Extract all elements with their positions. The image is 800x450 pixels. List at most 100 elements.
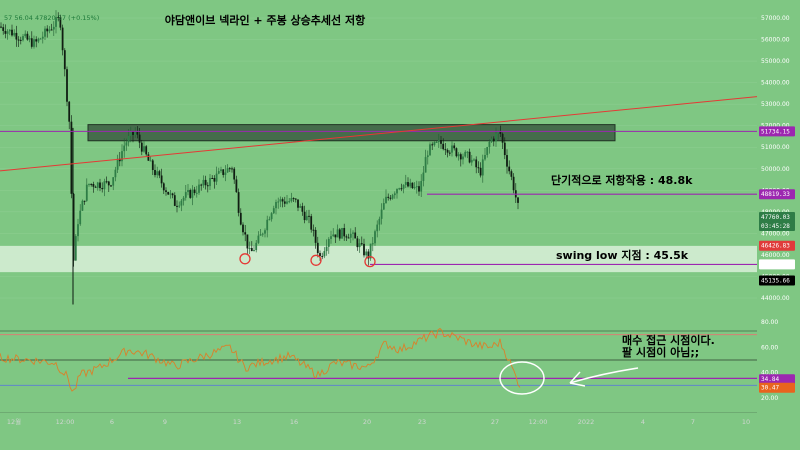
candle-body: [473, 160, 475, 161]
candle-body: [291, 198, 293, 201]
candle-body: [401, 188, 403, 189]
price-label-48819: 48819.33: [761, 191, 790, 198]
time-tick-label: 23: [418, 418, 426, 426]
candle-body: [194, 190, 196, 193]
candle-body: [220, 169, 222, 171]
candle-body: [181, 201, 183, 206]
candle-body: [117, 159, 119, 170]
candle-body: [445, 149, 447, 150]
candle-body: [93, 184, 95, 187]
candle-body: [475, 160, 477, 168]
candle-body: [350, 234, 352, 238]
candle-body: [449, 153, 451, 154]
candle-body: [414, 187, 416, 188]
time-tick-label: 12:00: [529, 418, 548, 426]
candle-body: [104, 181, 106, 189]
candle-body: [304, 212, 306, 220]
candle-body: [29, 38, 31, 39]
candle-body: [326, 247, 328, 251]
candle-body: [137, 132, 139, 135]
candle-body: [513, 177, 515, 190]
candle-body: [423, 173, 425, 181]
candle-body: [249, 248, 251, 249]
candle-body: [383, 203, 385, 210]
candle-body: [218, 171, 220, 174]
candle-body: [62, 28, 64, 51]
time-tick-label: 9: [163, 418, 167, 426]
candle-body: [209, 178, 211, 186]
candle-body: [482, 159, 484, 175]
candle-body: [493, 139, 495, 142]
candle-body: [101, 188, 103, 189]
price-label-46426: 46426.83: [761, 243, 790, 250]
candle-body: [478, 167, 480, 168]
candle-body: [75, 236, 77, 261]
candle-body: [321, 256, 323, 257]
candle-body: [203, 180, 205, 185]
candle-body: [24, 34, 26, 36]
candle-body: [486, 147, 488, 155]
candle-body: [178, 206, 180, 207]
candle-body: [77, 224, 79, 236]
candle-body: [49, 29, 51, 31]
candle-body: [288, 201, 290, 202]
candle-body: [139, 135, 141, 143]
candle-body: [511, 171, 513, 177]
candle-body: [185, 192, 187, 198]
candle-body: [385, 197, 387, 203]
candle-body: [163, 183, 165, 190]
candle-body: [165, 190, 167, 192]
candle-body: [128, 136, 130, 142]
candle-body: [205, 180, 207, 185]
candle-body: [97, 183, 99, 188]
candle-body: [51, 29, 53, 30]
candle-body: [431, 144, 433, 145]
candle-body: [425, 157, 427, 173]
candle-body: [33, 39, 35, 47]
candle-body: [106, 181, 108, 182]
candle-body: [225, 172, 227, 175]
candle-body: [427, 155, 429, 157]
candle-body: [420, 181, 422, 192]
candle-body: [227, 168, 229, 172]
candle-body: [500, 132, 502, 134]
candle-body: [167, 192, 169, 195]
rsi-note-line2: 팔 시점이 아님;;: [622, 345, 699, 359]
candle-body: [381, 210, 383, 219]
candle-body: [35, 39, 37, 41]
candle-body: [66, 69, 68, 102]
candle-body: [258, 236, 260, 243]
candle-body: [229, 168, 231, 169]
candle-body: [319, 253, 321, 256]
candle-body: [22, 36, 24, 40]
candle-body: [16, 33, 18, 40]
candle-body: [302, 206, 304, 212]
candle-body: [143, 146, 145, 151]
price-label-45558: 45558.85: [761, 261, 790, 268]
candle-body: [348, 237, 350, 238]
candle-body: [396, 189, 398, 193]
rsi-ma-label: 30.47: [761, 385, 779, 392]
candle-body: [134, 132, 136, 135]
rsi-tick-label: 80.00: [761, 319, 778, 326]
candle-body: [86, 185, 88, 201]
candle-body: [126, 142, 128, 145]
candle-body: [46, 29, 48, 32]
rsi-tick-label: 20.00: [761, 395, 778, 402]
candle-body: [467, 152, 469, 153]
candle-body: [150, 160, 152, 161]
candle-body: [159, 171, 161, 175]
candle-body: [196, 193, 198, 194]
candle-body: [244, 232, 246, 234]
annotation-swing-low: swing low 지점 : 45.5k: [556, 248, 689, 262]
time-tick-label: 7: [691, 418, 695, 426]
candle-body: [346, 236, 348, 237]
annotation-resistance: 단기적으로 저항작용 : 48.8k: [551, 173, 693, 187]
candle-body: [335, 235, 337, 238]
candle-body: [269, 219, 271, 220]
candle-body: [40, 39, 42, 40]
candle-body: [216, 174, 218, 182]
candle-body: [306, 216, 308, 220]
candle-body: [517, 197, 519, 202]
